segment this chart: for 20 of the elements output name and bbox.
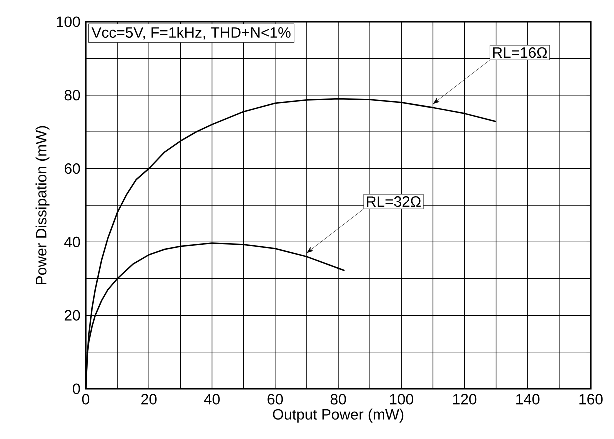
x-tick-label: 0 [82, 394, 90, 405]
x-tick-label: 80 [330, 394, 346, 405]
y-tick-label: 20 [64, 310, 80, 321]
text: RL=16Ω [493, 48, 548, 58]
x-tick-label: 20 [142, 394, 157, 405]
x-tick-label: 120 [453, 394, 477, 405]
y-tick-label: 80 [64, 90, 80, 101]
x-tick-label: 100 [390, 394, 414, 405]
x-tick-label: 140 [516, 394, 540, 405]
y-axis-title: Power Dissipation (mW) [36, 126, 50, 284]
x-tick-label: 40 [204, 394, 220, 405]
annotation: Vcc=5V, F=1kHz, THD+N<1% [92, 27, 291, 40]
text: RL=32Ω [367, 196, 421, 208]
y-tick-label: 0 [73, 384, 80, 394]
x-axis-title: Output Power (mW) [273, 408, 404, 423]
y-tick-label: 60 [64, 164, 80, 174]
x-tick-label: 60 [268, 394, 284, 405]
y-tick-label: 40 [64, 236, 80, 248]
y-tick-label: 100 [57, 16, 80, 28]
x-tick-label: 160 [580, 394, 603, 405]
